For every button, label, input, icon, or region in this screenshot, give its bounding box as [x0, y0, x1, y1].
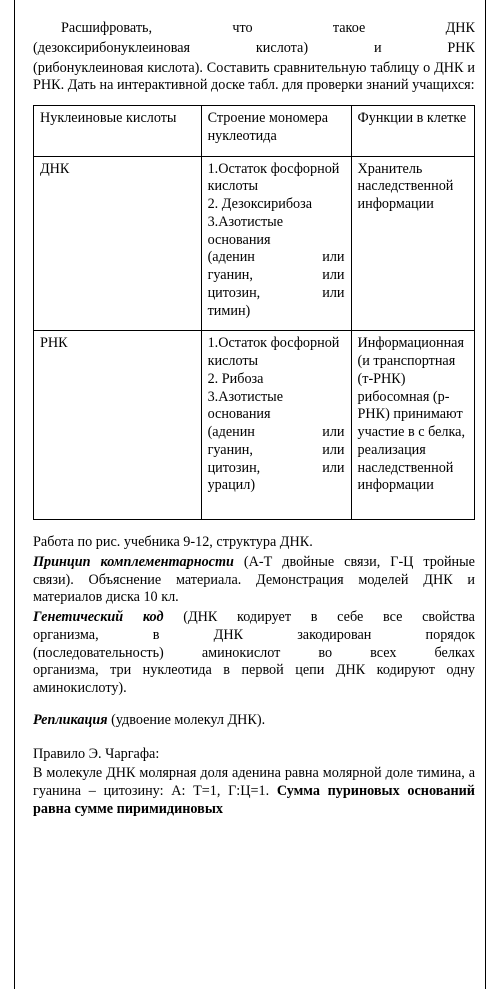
text: урацил)	[208, 477, 345, 495]
text: или	[322, 249, 344, 267]
comparison-table: Нуклеиновые кислоты Строение мономера ну…	[33, 105, 475, 520]
term: Репликация	[33, 712, 108, 728]
table-cell: РНК	[34, 331, 202, 520]
text: тимин)	[208, 303, 345, 321]
text: РНК	[447, 40, 475, 56]
table-header: Нуклеиновые кислоты	[34, 106, 202, 157]
text: (дезоксирибонуклеиновая	[33, 40, 190, 56]
text: кислота)	[256, 40, 308, 56]
term: Принцип комплементарности	[33, 554, 234, 570]
text: цитозин,	[208, 285, 261, 303]
text: (последовательность)	[33, 645, 164, 661]
text: (ДНК кодирует в себе все свойства	[164, 609, 475, 625]
table-cell: 1.Остаток фосфорной кислоты 2. Дезоксири…	[201, 156, 351, 331]
table-cell: 1.Остаток фосфорной кислоты 2. Рибоза 3.…	[201, 331, 351, 520]
text: (т-РНК) рибосомная (р-РНК) принимают уча…	[358, 371, 468, 495]
text: Работа по рис. учебника 9-12, структура …	[33, 534, 475, 552]
text: Принцип комплементарности (А-Т двойные с…	[33, 554, 475, 607]
text: во	[318, 645, 332, 661]
text: (рибонуклеиновая кислота). Составить сра…	[33, 60, 475, 96]
text: или	[322, 285, 344, 303]
text: гуанин,	[208, 267, 253, 285]
text: (удвоение молекул ДНК).	[108, 712, 266, 728]
text: закодирован	[297, 627, 371, 643]
text: всех	[370, 645, 396, 661]
table-header-row: Нуклеиновые кислоты Строение мономера ну…	[34, 106, 475, 157]
text: 3.Азотистые основания	[208, 389, 345, 425]
text: (аденин	[208, 424, 255, 442]
table-cell: Хранитель наследственной инфор­мации	[351, 156, 474, 331]
text: Информационная (и транспорт­ная	[358, 335, 468, 371]
text: в	[153, 627, 160, 643]
text: Расшифровать,	[61, 20, 152, 36]
text: или	[322, 424, 344, 442]
table-row: ДНК 1.Остаток фосфорной кислоты 2. Дезок…	[34, 156, 475, 331]
text: цитозин,	[208, 460, 261, 478]
text: 2. Дезоксирибоза	[208, 196, 345, 214]
text: или	[322, 267, 344, 285]
text: 2. Рибоза	[208, 371, 345, 389]
text: ДНК	[214, 627, 243, 643]
text: гуанин,	[208, 442, 253, 460]
term: Генетический код	[33, 609, 164, 625]
text: такое	[333, 20, 365, 36]
text: 1.Остаток фосфорной кислоты	[208, 161, 345, 197]
intro-paragraph: Расшифровать, что такое ДНК (дезоксирибо…	[33, 20, 475, 95]
text: организма,	[33, 627, 99, 643]
body-text: Работа по рис. учебника 9-12, структура …	[33, 534, 475, 819]
table-header: Функции в клетке	[351, 106, 474, 157]
table-cell: ДНК	[34, 156, 202, 331]
text: организма, три нуклеотида в первой цепи …	[33, 662, 475, 698]
table-row: РНК 1.Остаток фосфорной кислоты 2. Рибоз…	[34, 331, 475, 520]
text: 3.Азотистые основания	[208, 214, 345, 250]
table-cell: Информационная (и транспорт­ная (т-РНК) …	[351, 331, 474, 520]
text: ДНК	[446, 20, 475, 36]
text: 1.Остаток фосфорной кислоты	[208, 335, 345, 371]
table-header: Строение мономера нуклеотида	[201, 106, 351, 157]
document-page: Расшифровать, что такое ДНК (дезоксирибо…	[14, 0, 486, 989]
text: или	[322, 460, 344, 478]
text: В молекуле ДНК молярная доля аденина рав…	[33, 765, 475, 818]
text: белках	[435, 645, 475, 661]
text: аминокислот	[202, 645, 281, 661]
text: что	[232, 20, 252, 36]
text: Генетический код (ДНК кодирует в себе вс…	[33, 609, 475, 698]
text: и	[374, 40, 382, 56]
text: (аденин	[208, 249, 255, 267]
text: Правило Э. Чаргафа:	[33, 746, 475, 764]
text: Репликация (удвоение молекул ДНК).	[33, 712, 475, 730]
text: порядок	[426, 627, 476, 643]
text: или	[322, 442, 344, 460]
